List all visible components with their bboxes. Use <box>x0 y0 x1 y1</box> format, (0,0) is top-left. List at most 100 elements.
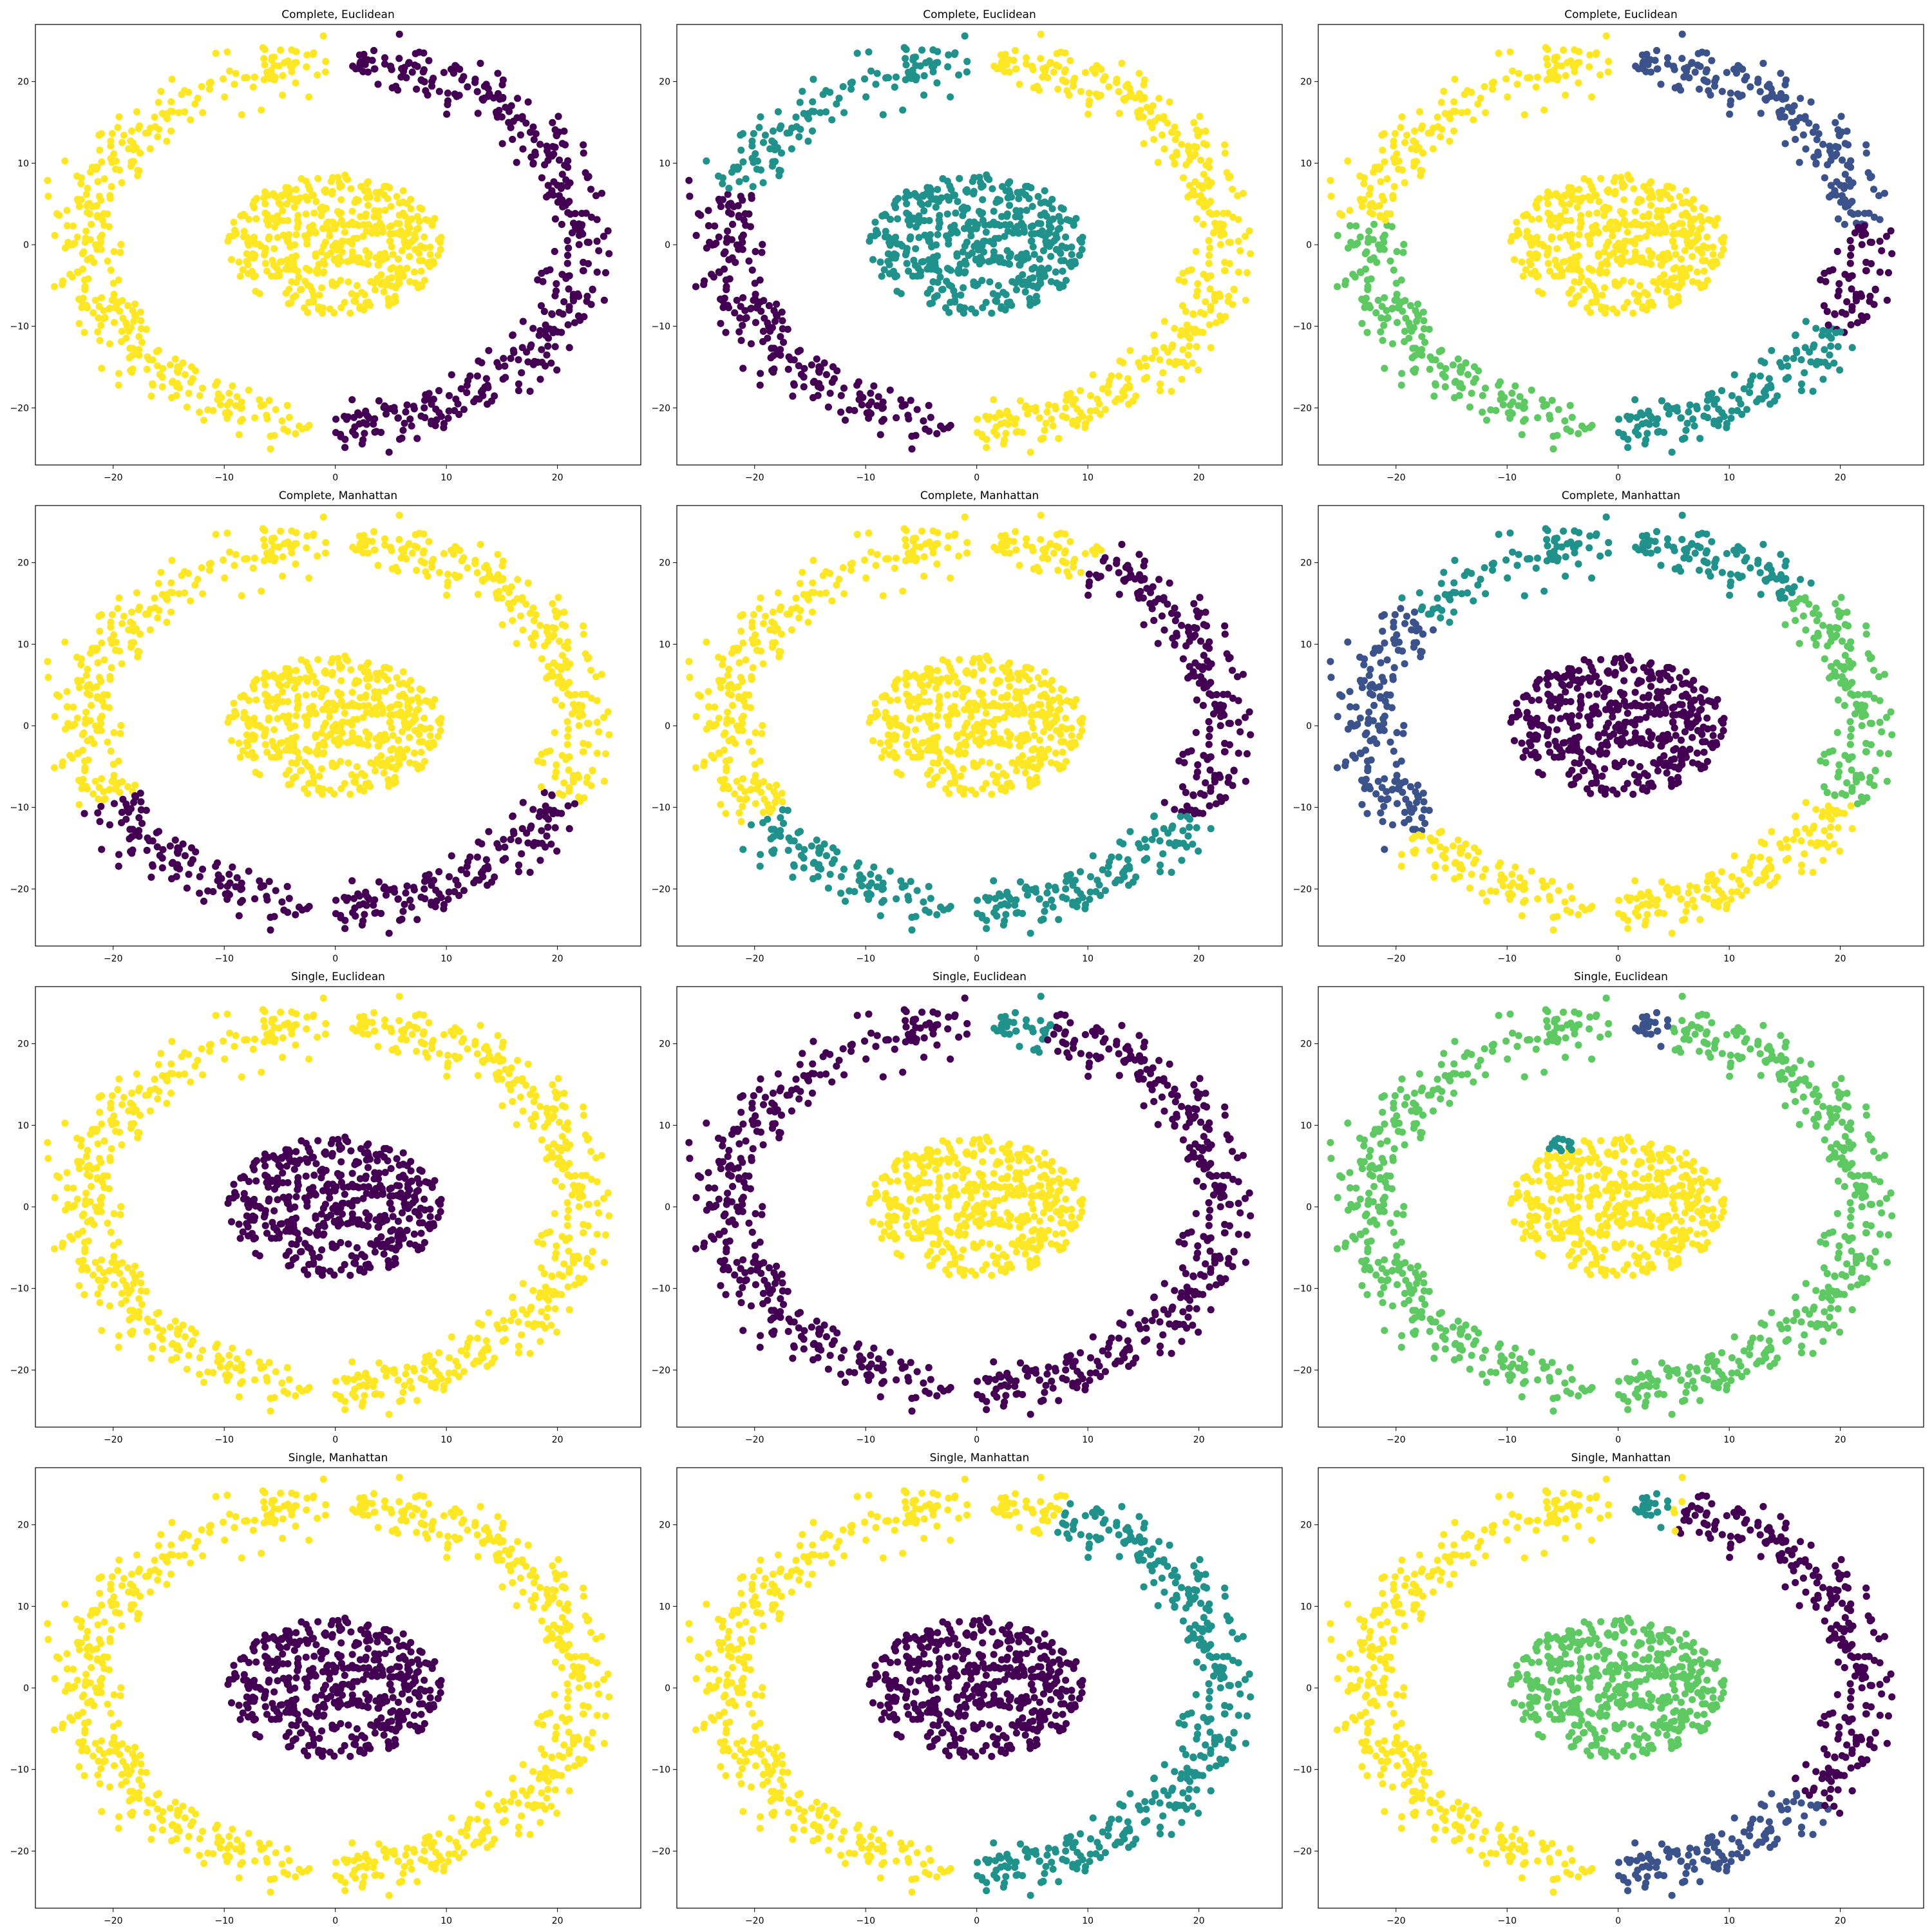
scatter-point <box>918 46 926 54</box>
scatter-point <box>82 301 90 309</box>
scatter-point <box>100 656 108 664</box>
scatter-point <box>549 118 556 126</box>
scatter-point <box>933 266 941 274</box>
scatter-point <box>183 403 191 411</box>
scatter-point <box>344 413 352 421</box>
scatter-point <box>279 573 287 580</box>
scatter-point <box>580 794 588 802</box>
scatter-point <box>1193 215 1201 223</box>
scatter-point <box>1381 365 1388 372</box>
scatter-point <box>518 113 526 120</box>
scatter-point <box>752 319 760 327</box>
scatter-point <box>1160 145 1168 153</box>
scatter-point <box>1118 59 1126 67</box>
scatter-point <box>1568 193 1576 200</box>
scatter-point <box>587 667 595 674</box>
scatter-point <box>1456 367 1464 375</box>
scatter-point <box>1037 211 1045 219</box>
scatter-point <box>212 862 220 870</box>
scatter-point <box>732 258 739 267</box>
scatter-point <box>444 90 451 97</box>
scatter-point <box>1521 415 1529 423</box>
scatter-point <box>1824 321 1832 329</box>
scatter-point <box>291 747 299 755</box>
scatter-point <box>232 883 240 891</box>
scatter-point <box>1387 257 1394 265</box>
scatter-point <box>1028 265 1036 273</box>
scatter-point <box>1360 180 1368 187</box>
scatter-point <box>88 645 96 652</box>
scatter-point <box>352 773 360 781</box>
scatter-point <box>894 194 902 202</box>
scatter-point <box>284 216 292 225</box>
scatter-point <box>1381 231 1388 239</box>
scatter-point <box>356 784 364 791</box>
scatter-point <box>110 319 118 327</box>
scatter-point <box>167 127 175 135</box>
scatter-point <box>435 409 443 417</box>
scatter-point <box>321 238 330 246</box>
scatter-point <box>1548 235 1555 243</box>
scatter-point <box>95 131 103 139</box>
scatter-point <box>1390 155 1397 162</box>
scatter-point <box>943 210 951 218</box>
scatter-point <box>344 894 352 902</box>
scatter-point <box>361 61 369 68</box>
scatter-point <box>1193 343 1200 350</box>
scatter-point <box>983 171 990 179</box>
scatter-point <box>412 531 419 538</box>
scatter-point <box>1585 177 1593 185</box>
scatter-point <box>154 614 162 621</box>
scatter-point <box>1221 141 1229 149</box>
scatter-point <box>1364 286 1372 294</box>
scatter-point <box>303 51 311 59</box>
scatter-point <box>107 636 115 643</box>
scatter-point <box>1148 354 1156 363</box>
scatter-point <box>129 799 138 806</box>
scatter-point <box>1356 233 1364 241</box>
scatter-point <box>805 115 813 122</box>
scatter-point <box>366 674 374 682</box>
scatter-point <box>371 896 379 904</box>
scatter-point <box>1674 292 1682 300</box>
scatter-point <box>796 99 804 106</box>
scatter-point <box>406 252 413 260</box>
scatter-point <box>317 729 325 737</box>
scatter-point <box>444 97 452 105</box>
scatter-point <box>302 746 310 753</box>
scatter-point <box>1015 194 1023 202</box>
scatter-point <box>1810 341 1818 349</box>
scatter-point <box>536 621 544 629</box>
scatter-point <box>1738 410 1746 419</box>
scatter-point <box>408 549 416 557</box>
scatter-point <box>1012 286 1020 294</box>
scatter-point <box>463 381 471 390</box>
scatter-point <box>238 415 246 423</box>
scatter-point <box>993 431 1001 439</box>
scatter-point <box>1012 207 1020 214</box>
scatter-point <box>1141 354 1149 363</box>
scatter-point <box>739 158 747 166</box>
scatter-point <box>353 762 361 771</box>
scatter-point <box>413 85 421 93</box>
scatter-point <box>1047 252 1055 260</box>
scatter-point <box>575 241 583 249</box>
scatter-point <box>97 238 105 246</box>
scatter-point <box>993 65 1001 73</box>
scatter-point <box>1206 285 1214 293</box>
scatter-point <box>143 846 151 855</box>
scatter-point <box>158 383 166 391</box>
scatter-point <box>1219 222 1227 230</box>
scatter-point <box>322 57 330 66</box>
scatter-point <box>480 564 488 571</box>
scatter-point <box>686 193 694 200</box>
scatter-point <box>973 415 981 423</box>
scatter-point <box>751 295 759 303</box>
y-tick-label: 20 <box>17 77 29 88</box>
scatter-point <box>84 200 92 208</box>
scatter-point <box>95 303 103 310</box>
scatter-point <box>421 233 428 241</box>
y-tick-label: −20 <box>1293 403 1312 413</box>
scatter-point <box>252 194 261 202</box>
scatter-point <box>260 401 268 409</box>
